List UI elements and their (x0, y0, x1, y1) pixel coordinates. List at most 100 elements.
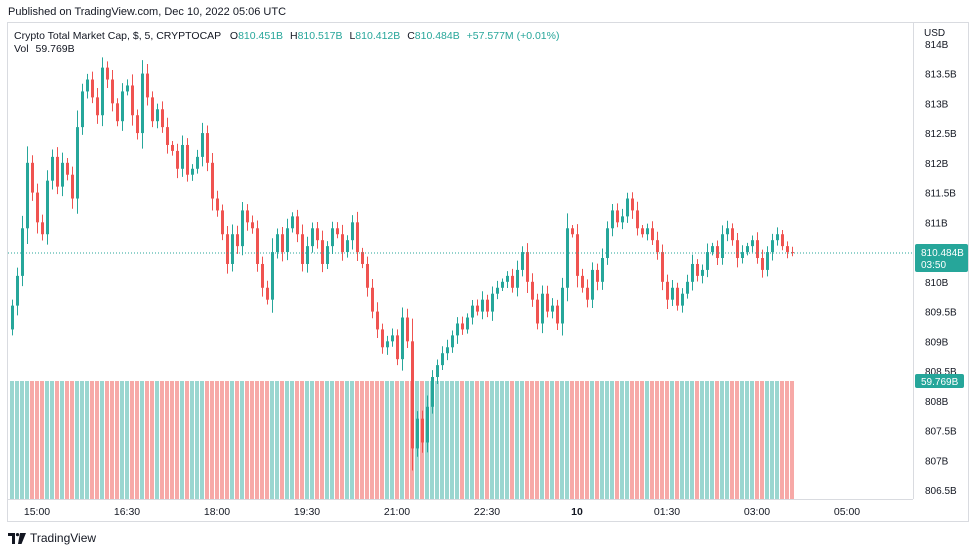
volume-bar (40, 381, 44, 499)
candle-body (771, 240, 774, 253)
volume-bar (125, 381, 129, 499)
legend-change: +57.577M (+0.01%) (466, 30, 560, 42)
candle-body (26, 162, 29, 229)
candle-body (526, 252, 529, 282)
candle-body (276, 234, 279, 253)
volume-bar (525, 381, 529, 499)
y-tick-label: 807B (925, 456, 949, 467)
candle-body (186, 144, 189, 175)
volume-bar (155, 381, 159, 499)
tradingview-footer[interactable]: TradingView (8, 531, 96, 545)
volume-bar (785, 381, 789, 499)
candle-body (396, 335, 399, 360)
volume-bar (320, 381, 324, 499)
candle-body (251, 222, 254, 229)
candle-body (761, 258, 764, 270)
volume-bar (225, 381, 229, 499)
y-tick-label: 806.5B (925, 486, 957, 497)
candle-body (571, 228, 574, 235)
candle-body (471, 305, 474, 318)
volume-bar (495, 381, 499, 499)
volume-bar (150, 381, 154, 499)
volume-bar (20, 381, 24, 499)
candle-body (751, 240, 754, 247)
candle-body (16, 275, 19, 306)
candle-body (216, 198, 219, 211)
candle-body (101, 67, 104, 116)
legend-open-label: O (229, 30, 239, 42)
candle-body (546, 293, 549, 312)
volume-bar (305, 381, 309, 499)
volume-bar (95, 381, 99, 499)
candle-body (491, 293, 494, 312)
volume-legend-label[interactable]: Vol (14, 43, 29, 55)
volume-bar (465, 381, 469, 499)
candle-body (376, 311, 379, 330)
volume-bar (580, 381, 584, 499)
candle-body (501, 281, 504, 288)
x-tick-label: 10 (571, 506, 583, 518)
candle-body (86, 79, 89, 92)
candle-body (281, 234, 284, 253)
symbol-legend: Crypto Total Market Cap, $, 5, CRYPTOCAP… (14, 29, 559, 43)
volume-bar (170, 381, 174, 499)
volume-bar (375, 381, 379, 499)
volume-bar (245, 381, 249, 499)
candle-body (346, 240, 349, 253)
candle-body (21, 228, 24, 276)
y-tick-label: 812.5B (925, 129, 957, 140)
price-axis[interactable]: USD 806.5B 807B 807.5B 808B 808.5B 809B 809.5B 8… (913, 23, 969, 499)
volume-bar (435, 381, 439, 499)
time-axis-svg[interactable]: 15:00 16:30 18:00 19:30 21:00 22:30 10 01:30 03:… (8, 500, 913, 522)
candle-body (136, 115, 139, 134)
volume-bar (230, 381, 234, 499)
price-axis-svg[interactable]: USD 806.5B 807B 807.5B 808B 808.5B 809B 809.5B 8… (914, 23, 969, 499)
volume-bar (565, 381, 569, 499)
volume-bar (275, 381, 279, 499)
volume-bar (85, 381, 89, 499)
candle-body (421, 418, 424, 443)
candle-body (791, 252, 794, 254)
volume-badge-value: 59.769B (921, 377, 959, 388)
volume-bar (370, 381, 374, 499)
candle-body (61, 162, 64, 187)
volume-bar (515, 381, 519, 499)
time-axis[interactable]: 15:00 16:30 18:00 19:30 21:00 22:30 10 01:30 03:… (8, 499, 913, 522)
candle-body (566, 228, 569, 288)
volume-bar (625, 381, 629, 499)
candle-body (656, 240, 659, 253)
candle-body (616, 210, 619, 223)
candle-body (201, 133, 204, 157)
candlestick-chart-svg[interactable] (8, 23, 913, 499)
candle-body (196, 156, 199, 169)
candle-body (536, 299, 539, 324)
candle-body (606, 228, 609, 259)
candle-body (766, 252, 769, 270)
chart-plot-area[interactable] (8, 23, 913, 499)
candle-body (126, 85, 129, 92)
y-tick-label: 811B (925, 218, 948, 229)
candle-body (661, 252, 664, 282)
candle-body (341, 234, 344, 253)
candle-body (176, 150, 179, 169)
volume-bar (335, 381, 339, 499)
legend-symbol[interactable]: Crypto Total Market Cap, $, 5, CRYPTOCAP (14, 30, 221, 42)
volume-legend: Vol 59.769B (14, 43, 75, 55)
published-caption: Published on TradingView.com, Dec 10, 20… (8, 6, 287, 18)
volume-bar (555, 381, 559, 499)
volume-bar (220, 381, 224, 499)
volume-bar (510, 381, 514, 499)
candle-body (331, 228, 334, 247)
candle-body (301, 234, 304, 264)
volume-bar (775, 381, 779, 499)
y-tick-label: 811.5B (925, 189, 956, 200)
candle-body (636, 210, 639, 229)
candle-body (391, 335, 394, 342)
volume-bar (205, 381, 209, 499)
volume-bar (490, 381, 494, 499)
x-tick-label: 22:30 (474, 506, 500, 518)
candle-body (306, 246, 309, 264)
candle-body (541, 293, 544, 324)
candle-body (406, 317, 409, 342)
volume-bar (730, 381, 734, 499)
